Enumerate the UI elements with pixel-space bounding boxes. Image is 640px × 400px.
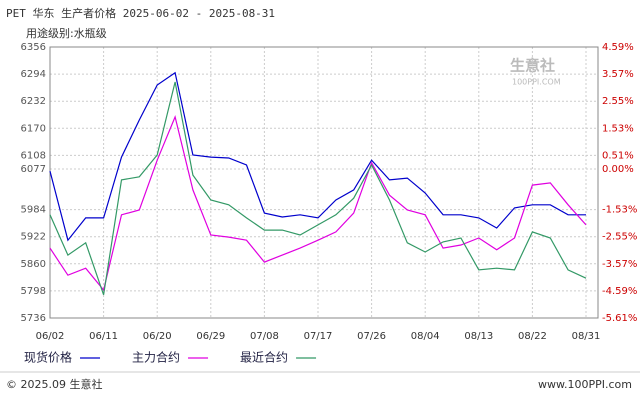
y2-tick-label: 2.55% [602, 96, 634, 107]
y2-tick-label: 0.00% [602, 164, 634, 175]
y-tick-label: 6294 [21, 69, 46, 80]
x-tick-label: 07/17 [304, 331, 333, 342]
y-tick-label: 5922 [21, 232, 46, 243]
x-tick-label: 08/13 [464, 331, 493, 342]
series-line [49, 81, 587, 295]
series-line [49, 71, 586, 242]
legend-label: 最近合约 [240, 350, 288, 365]
y2-tick-label: 0.51% [602, 150, 634, 161]
y-tick-label: 6108 [21, 150, 46, 161]
y2-tick-label: -2.55% [602, 232, 637, 243]
y2-tick-label: 3.57% [602, 69, 634, 80]
x-tick-label: 06/02 [36, 331, 65, 342]
x-tick-label: 06/11 [89, 331, 118, 342]
y2-tick-label: -4.59% [602, 286, 637, 297]
legend-label: 主力合约 [132, 350, 180, 365]
x-tick-label: 06/29 [196, 331, 225, 342]
y2-tick-label: 1.53% [602, 123, 634, 134]
x-tick-label: 07/08 [250, 331, 279, 342]
y2-tick-label: -1.53% [602, 205, 637, 216]
chart-title: PET 华东 生产者价格 2025-06-02 - 2025-08-31 [6, 6, 275, 20]
x-tick-label: 08/04 [411, 331, 440, 342]
watermark-sub: 100PPI.COM [512, 78, 561, 87]
y2-tick-label: -5.61% [602, 313, 637, 324]
x-tick-label: 08/22 [518, 331, 547, 342]
y-tick-label: 6170 [21, 123, 46, 134]
footer-right: www.100PPI.com [538, 378, 632, 391]
x-tick-label: 06/20 [143, 331, 172, 342]
y-tick-label: 6077 [21, 164, 46, 175]
y-tick-label: 5860 [21, 259, 46, 270]
series-line [49, 114, 587, 292]
chart-subtitle: 用途级别:水瓶级 [26, 26, 107, 40]
x-tick-label: 08/31 [572, 331, 601, 342]
y2-tick-label: 4.59% [602, 42, 634, 53]
legend-label: 现货价格 [24, 350, 72, 365]
y2-tick-label: -3.57% [602, 259, 637, 270]
y-tick-label: 5984 [21, 205, 46, 216]
watermark: 生意社 [510, 57, 555, 75]
plot-frame [49, 46, 599, 319]
y-tick-label: 6356 [21, 42, 46, 53]
x-tick-label: 07/26 [357, 331, 386, 342]
footer-left: © 2025.09 生意社 [6, 377, 102, 391]
y-tick-label: 6232 [21, 96, 46, 107]
y-tick-label: 5798 [21, 286, 46, 297]
y-tick-label: 5736 [21, 313, 46, 324]
